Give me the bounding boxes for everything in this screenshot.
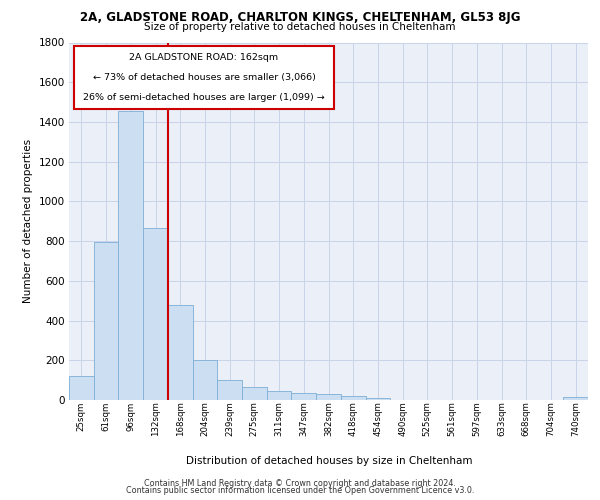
Bar xyxy=(242,387,267,400)
Text: Distribution of detached houses by size in Cheltenham: Distribution of detached houses by size … xyxy=(185,456,472,466)
FancyBboxPatch shape xyxy=(74,46,334,108)
Bar xyxy=(217,380,242,400)
Bar xyxy=(69,376,94,400)
Text: 2A GLADSTONE ROAD: 162sqm: 2A GLADSTONE ROAD: 162sqm xyxy=(130,52,278,62)
Bar xyxy=(316,394,341,400)
Bar xyxy=(143,228,168,400)
Bar xyxy=(563,397,588,400)
Text: ← 73% of detached houses are smaller (3,066): ← 73% of detached houses are smaller (3,… xyxy=(92,73,316,82)
Text: 2A, GLADSTONE ROAD, CHARLTON KINGS, CHELTENHAM, GL53 8JG: 2A, GLADSTONE ROAD, CHARLTON KINGS, CHEL… xyxy=(80,11,520,24)
Bar xyxy=(267,391,292,400)
Bar xyxy=(118,111,143,400)
Y-axis label: Number of detached properties: Number of detached properties xyxy=(23,139,33,304)
Bar xyxy=(341,396,365,400)
Text: Contains public sector information licensed under the Open Government Licence v3: Contains public sector information licen… xyxy=(126,486,474,495)
Bar xyxy=(292,393,316,400)
Bar xyxy=(365,398,390,400)
Bar xyxy=(168,304,193,400)
Text: 26% of semi-detached houses are larger (1,099) →: 26% of semi-detached houses are larger (… xyxy=(83,92,325,102)
Bar xyxy=(193,360,217,400)
Text: Contains HM Land Registry data © Crown copyright and database right 2024.: Contains HM Land Registry data © Crown c… xyxy=(144,478,456,488)
Bar xyxy=(94,242,118,400)
Text: Size of property relative to detached houses in Cheltenham: Size of property relative to detached ho… xyxy=(144,22,456,32)
